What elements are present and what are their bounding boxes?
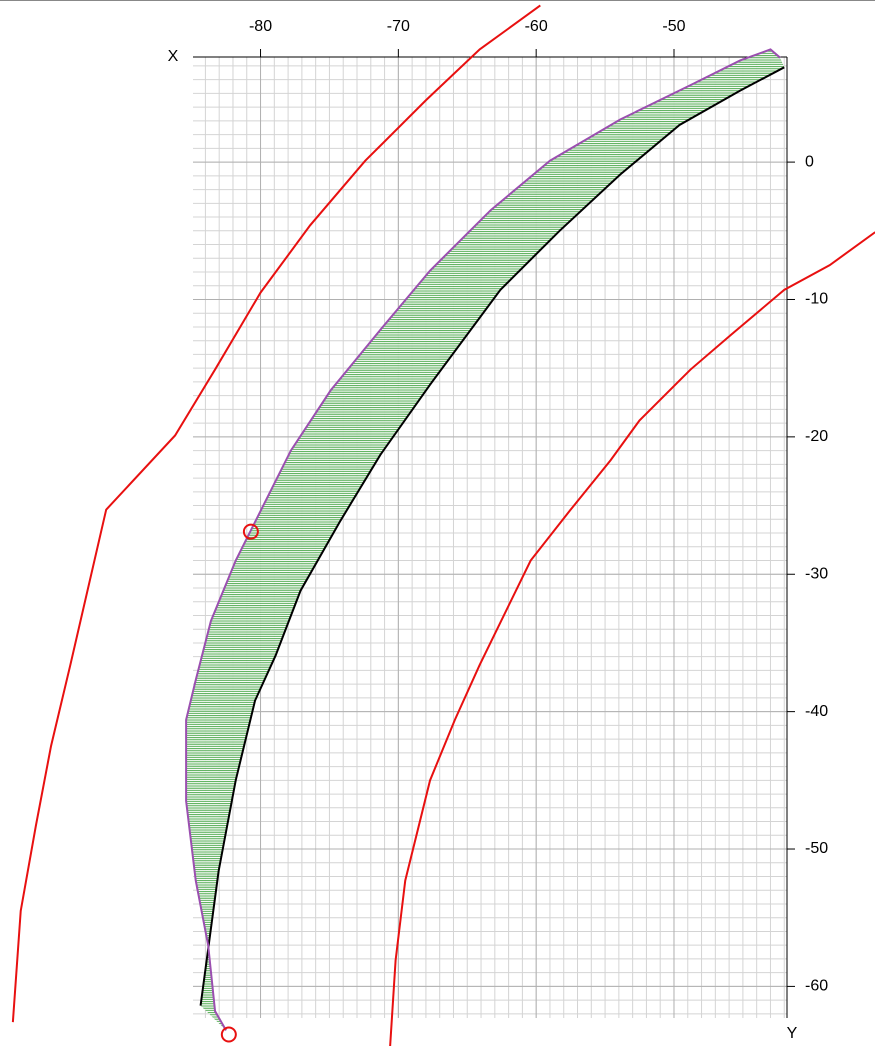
x-tick-label: -70 [387,18,410,35]
x-axis-label: X [168,48,179,65]
marker [220,1026,237,1043]
marker [242,523,259,540]
series-line [389,231,875,1046]
y-tick-label: 0 [805,153,814,170]
y-tick-label: -10 [805,291,828,308]
y-tick-label: -40 [805,703,828,720]
x-tick-label: -60 [525,18,548,35]
y-tick-label: -20 [805,428,828,445]
y-axis-label: Y [787,1025,798,1042]
series-line [185,48,781,1031]
x-tick-label: -50 [662,18,685,35]
series-line [11,4,541,1023]
y-tick-label: -60 [805,978,828,995]
y-tick-label: -50 [805,840,828,857]
x-tick-label: -80 [249,18,272,35]
hatched-band [186,49,785,1031]
y-tick-label: -30 [805,565,828,582]
series-line [199,66,785,1006]
